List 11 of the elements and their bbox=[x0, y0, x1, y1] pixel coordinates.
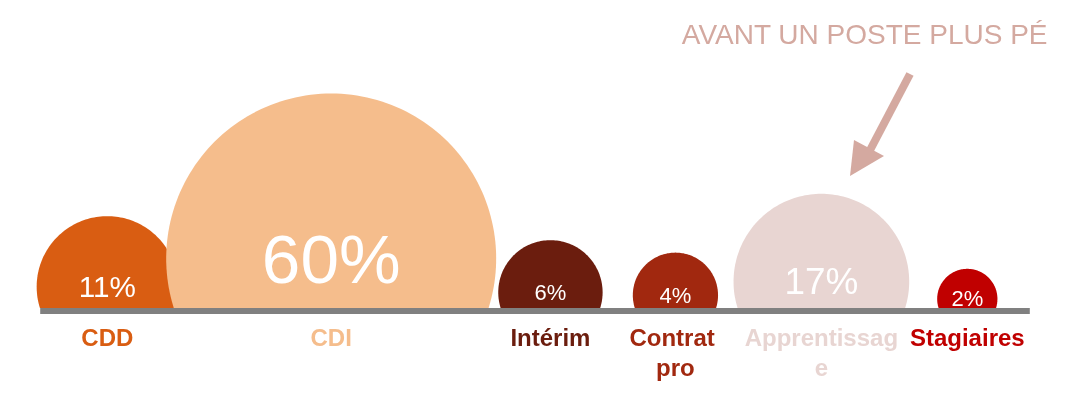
data-label: 11% bbox=[78, 270, 136, 304]
data-label: 60% bbox=[261, 219, 401, 298]
category-label: CDI bbox=[310, 323, 352, 351]
category-label: Stagiaires bbox=[909, 323, 1025, 351]
category-label: CDD bbox=[81, 323, 134, 351]
category-label: Contrat pro bbox=[629, 323, 722, 381]
category-label: Intérim bbox=[510, 323, 591, 351]
data-label: 6% bbox=[534, 279, 567, 305]
data-label: 2% bbox=[951, 286, 984, 312]
data-label: 4% bbox=[659, 282, 692, 308]
text: AVANT UN POSTE PLUS PÉ bbox=[681, 18, 1048, 50]
